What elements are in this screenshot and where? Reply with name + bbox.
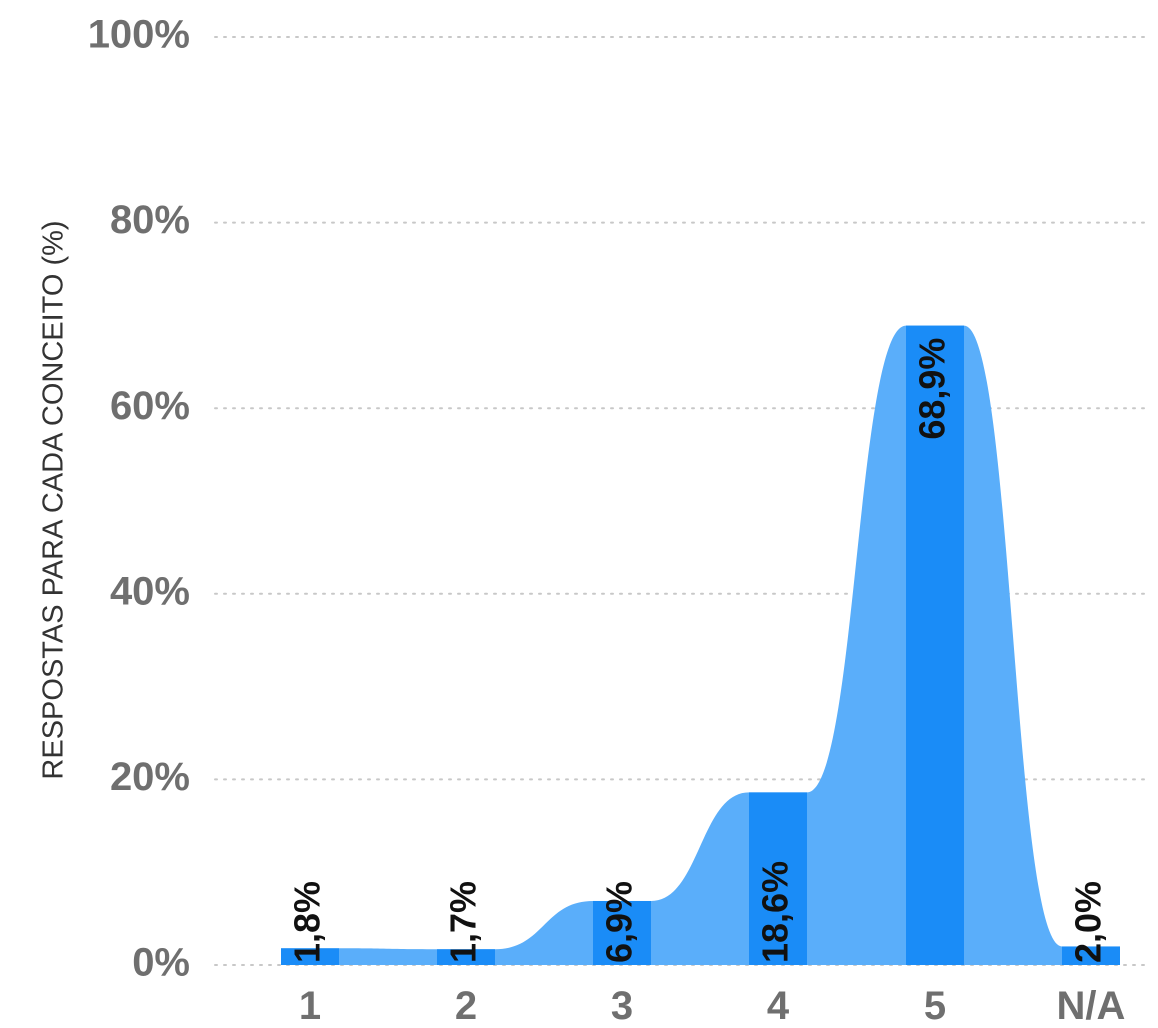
bar-3 xyxy=(593,900,651,965)
y-tick-label: 40% xyxy=(110,569,190,613)
value-label: 6,9% xyxy=(599,881,640,963)
distribution-area xyxy=(281,325,1120,965)
x-tick-label: N/A xyxy=(1057,984,1126,1028)
bar-4 xyxy=(749,792,807,965)
y-axis-title: RESPOSTAS PARA CADA CONCEITO (%) xyxy=(38,220,70,779)
value-label: 2,0% xyxy=(1068,881,1109,963)
x-tick-layer: 1 2 3 4 5 N/A xyxy=(299,984,1126,1028)
y-tick-label: 0% xyxy=(132,941,190,985)
bar-1 xyxy=(281,948,339,965)
x-tick-label: 5 xyxy=(924,984,946,1028)
value-label: 68,9% xyxy=(912,338,953,440)
area-layer xyxy=(281,325,1120,965)
x-tick-label: 1 xyxy=(299,984,321,1028)
y-tick-label: 100% xyxy=(88,13,190,57)
value-label: 1,7% xyxy=(443,881,484,963)
bar-layer xyxy=(281,325,1120,965)
x-tick-label: 4 xyxy=(767,984,790,1028)
y-tick-layer: 0% 20% 40% 60% 80% 100% xyxy=(88,13,190,985)
bar-5 xyxy=(906,325,964,965)
bar-na xyxy=(1062,946,1120,965)
value-label-layer: 1,8% 1,7% 6,9% 18,6% 68,9% 2,0% xyxy=(287,338,1109,963)
bar-2 xyxy=(437,949,495,965)
x-tick-label: 3 xyxy=(611,984,633,1028)
x-tick-label: 2 xyxy=(455,984,477,1028)
y-tick-label: 80% xyxy=(110,198,190,242)
y-tick-label: 60% xyxy=(110,384,190,428)
value-label: 1,8% xyxy=(287,881,328,963)
value-label: 18,6% xyxy=(755,861,796,963)
y-tick-label: 20% xyxy=(110,755,190,799)
